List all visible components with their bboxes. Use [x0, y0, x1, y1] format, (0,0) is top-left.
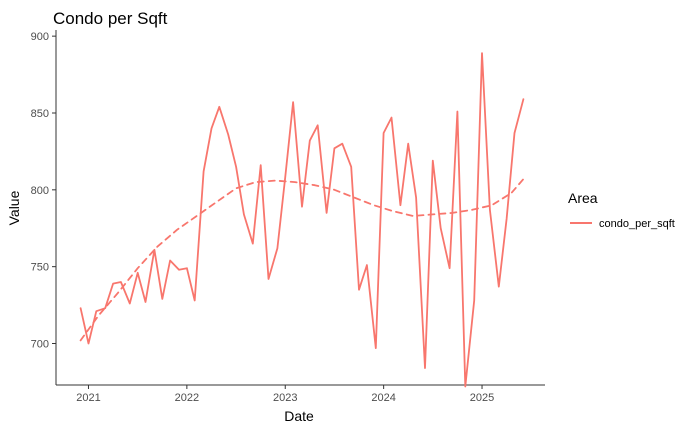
x-tick-label: 2025 [470, 392, 494, 404]
legend: Area condo_per_sqft [568, 190, 675, 230]
legend-label: condo_per_sqft [599, 218, 675, 230]
chart-title: Condo per Sqft [53, 9, 168, 28]
series-line-condo-per-sqft [79, 52, 525, 388]
x-axis-title: Date [284, 408, 314, 424]
y-tick-label: 750 [31, 262, 49, 274]
series-layer [79, 52, 525, 388]
trend-line-dashed [79, 178, 525, 342]
y-tick-label: 800 [31, 185, 49, 197]
x-tick-label: 2023 [273, 392, 297, 404]
y-tick-label: 700 [31, 339, 49, 351]
y-axis-title: Value [6, 190, 22, 225]
y-tick-label: 900 [31, 31, 49, 43]
x-tick-label: 2021 [76, 392, 100, 404]
legend-title: Area [568, 190, 598, 206]
x-tick-label: 2024 [371, 392, 395, 404]
x-axis-ticks: 2021 2022 2023 2024 2025 [76, 385, 494, 404]
x-tick-label: 2022 [175, 392, 199, 404]
y-axis-ticks: 700 750 800 850 900 [31, 31, 56, 351]
y-tick-label: 850 [31, 108, 49, 120]
